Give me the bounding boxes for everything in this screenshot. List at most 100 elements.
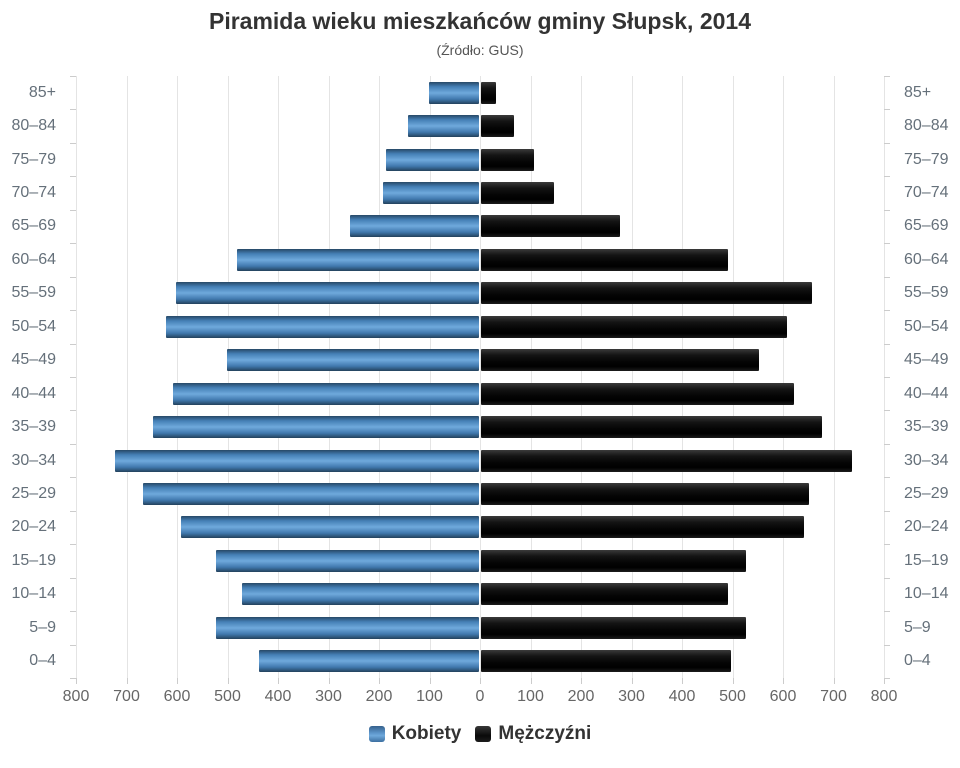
x-axis-tick xyxy=(429,678,431,684)
gridline xyxy=(126,76,128,678)
age-group-label: 55–59 xyxy=(11,284,57,302)
x-axis-label: 100 xyxy=(517,688,544,705)
chart-subtitle: (Źródło: GUS) xyxy=(436,42,524,58)
y-axis-tick xyxy=(884,76,890,77)
age-group-label: 65–69 xyxy=(904,217,949,235)
age-group-label: 75–79 xyxy=(11,150,57,168)
legend-item-men[interactable]: Mężczyźni xyxy=(475,723,591,745)
x-axis-label: 400 xyxy=(668,688,696,705)
pyramid-row xyxy=(76,243,884,276)
age-group-label: 30–34 xyxy=(904,451,949,469)
bar-men-50–54[interactable] xyxy=(481,315,787,338)
y-axis-tick xyxy=(884,377,890,378)
x-axis-label: 0 xyxy=(475,688,485,705)
x-axis-label: 300 xyxy=(618,688,645,705)
x-axis-tick xyxy=(783,678,784,684)
bar-women-5–9[interactable] xyxy=(216,616,479,639)
bar-women-0–4[interactable] xyxy=(259,650,479,673)
bar-men-30–34[interactable] xyxy=(481,449,853,472)
bar-men-85+[interactable] xyxy=(481,81,497,104)
x-axis-tick xyxy=(379,678,380,684)
y-axis-tick xyxy=(884,243,890,245)
x-axis-tick xyxy=(480,678,481,684)
age-group-label: 20–24 xyxy=(11,518,57,536)
bar-men-15–19[interactable] xyxy=(481,549,747,572)
x-axis-label: 200 xyxy=(365,688,393,705)
age-group-label: 10–14 xyxy=(11,585,57,603)
legend: Kobiety Mężczyźni xyxy=(0,723,960,745)
bar-women-80–84[interactable] xyxy=(408,115,479,138)
bar-women-45–49[interactable] xyxy=(226,349,479,372)
x-axis-label: 600 xyxy=(769,688,797,705)
bar-men-55–59[interactable] xyxy=(481,282,812,305)
bar-women-60–64[interactable] xyxy=(236,248,479,271)
bar-men-25–29[interactable] xyxy=(481,482,810,505)
bar-women-10–14[interactable] xyxy=(241,583,479,606)
y-axis-tick xyxy=(70,477,76,479)
bar-women-15–19[interactable] xyxy=(216,549,479,572)
bar-women-35–39[interactable] xyxy=(153,416,479,439)
age-group-label: 5–9 xyxy=(904,618,931,636)
y-axis-tick xyxy=(70,510,76,512)
y-axis-tick xyxy=(70,544,76,546)
bar-women-70–74[interactable] xyxy=(383,182,479,205)
bar-women-40–44[interactable] xyxy=(173,382,479,405)
bar-men-20–24[interactable] xyxy=(481,516,805,539)
pyramid-row xyxy=(76,109,884,142)
gridline xyxy=(177,76,178,678)
x-axis-tick xyxy=(884,678,885,684)
bar-men-60–64[interactable] xyxy=(481,248,729,271)
y-axis-tick xyxy=(884,410,890,412)
y-axis-tick xyxy=(70,310,76,312)
legend-item-women[interactable]: Kobiety xyxy=(368,723,462,745)
bar-men-80–84[interactable] xyxy=(481,115,514,138)
y-axis-right-labels: 85+ 80–84 75–79 70–74 65–69 60–64 55–59 50–54 45… xyxy=(894,76,960,678)
y-axis-tick xyxy=(70,76,76,77)
bar-men-5–9[interactable] xyxy=(481,616,747,639)
gridline xyxy=(682,76,683,678)
bar-men-70–74[interactable] xyxy=(481,182,555,205)
age-group-label: 25–29 xyxy=(904,484,949,502)
bar-men-45–49[interactable] xyxy=(481,349,759,372)
y-axis-tick xyxy=(70,209,76,211)
y-axis-tick xyxy=(884,142,890,144)
y-axis-tick xyxy=(884,678,890,679)
bar-women-20–24[interactable] xyxy=(181,516,479,539)
bar-men-35–39[interactable] xyxy=(481,416,822,439)
y-axis-tick xyxy=(884,209,890,211)
bar-women-75–79[interactable] xyxy=(385,148,479,171)
bar-women-65–69[interactable] xyxy=(350,215,479,238)
bar-women-30–34[interactable] xyxy=(115,449,479,472)
y-axis-tick xyxy=(884,577,890,579)
bar-men-10–14[interactable] xyxy=(481,583,729,606)
age-group-label: 80–84 xyxy=(11,117,57,135)
y-axis-tick xyxy=(884,443,890,445)
age-group-label: 50–54 xyxy=(11,317,57,335)
x-axis-tick xyxy=(177,678,178,684)
gridline xyxy=(328,76,330,678)
age-group-label: 65–69 xyxy=(11,217,57,235)
bar-women-85+[interactable] xyxy=(428,81,479,104)
age-group-label: 5–9 xyxy=(29,618,56,636)
age-group-label: 10–14 xyxy=(904,585,949,603)
x-axis-tick xyxy=(581,678,582,684)
bar-women-25–29[interactable] xyxy=(143,482,479,505)
bar-women-55–59[interactable] xyxy=(176,282,479,305)
x-axis-label: 100 xyxy=(416,688,443,705)
y-axis-tick xyxy=(70,343,76,345)
legend-label-women: Kobiety xyxy=(391,723,462,744)
age-group-label: 45–49 xyxy=(904,351,949,369)
age-group-label: 20–24 xyxy=(904,518,949,536)
pyramid-row xyxy=(76,76,884,109)
age-group-label: 60–64 xyxy=(904,250,949,268)
age-group-label: 45–49 xyxy=(11,351,57,369)
x-axis-label: 400 xyxy=(264,688,292,705)
bar-men-40–44[interactable] xyxy=(481,382,795,405)
bar-women-50–54[interactable] xyxy=(165,315,479,338)
y-axis-tick xyxy=(884,544,890,546)
bar-men-75–79[interactable] xyxy=(481,148,535,171)
bar-men-0–4[interactable] xyxy=(481,650,731,673)
bar-men-65–69[interactable] xyxy=(481,215,620,238)
age-group-label: 0–4 xyxy=(29,652,56,670)
